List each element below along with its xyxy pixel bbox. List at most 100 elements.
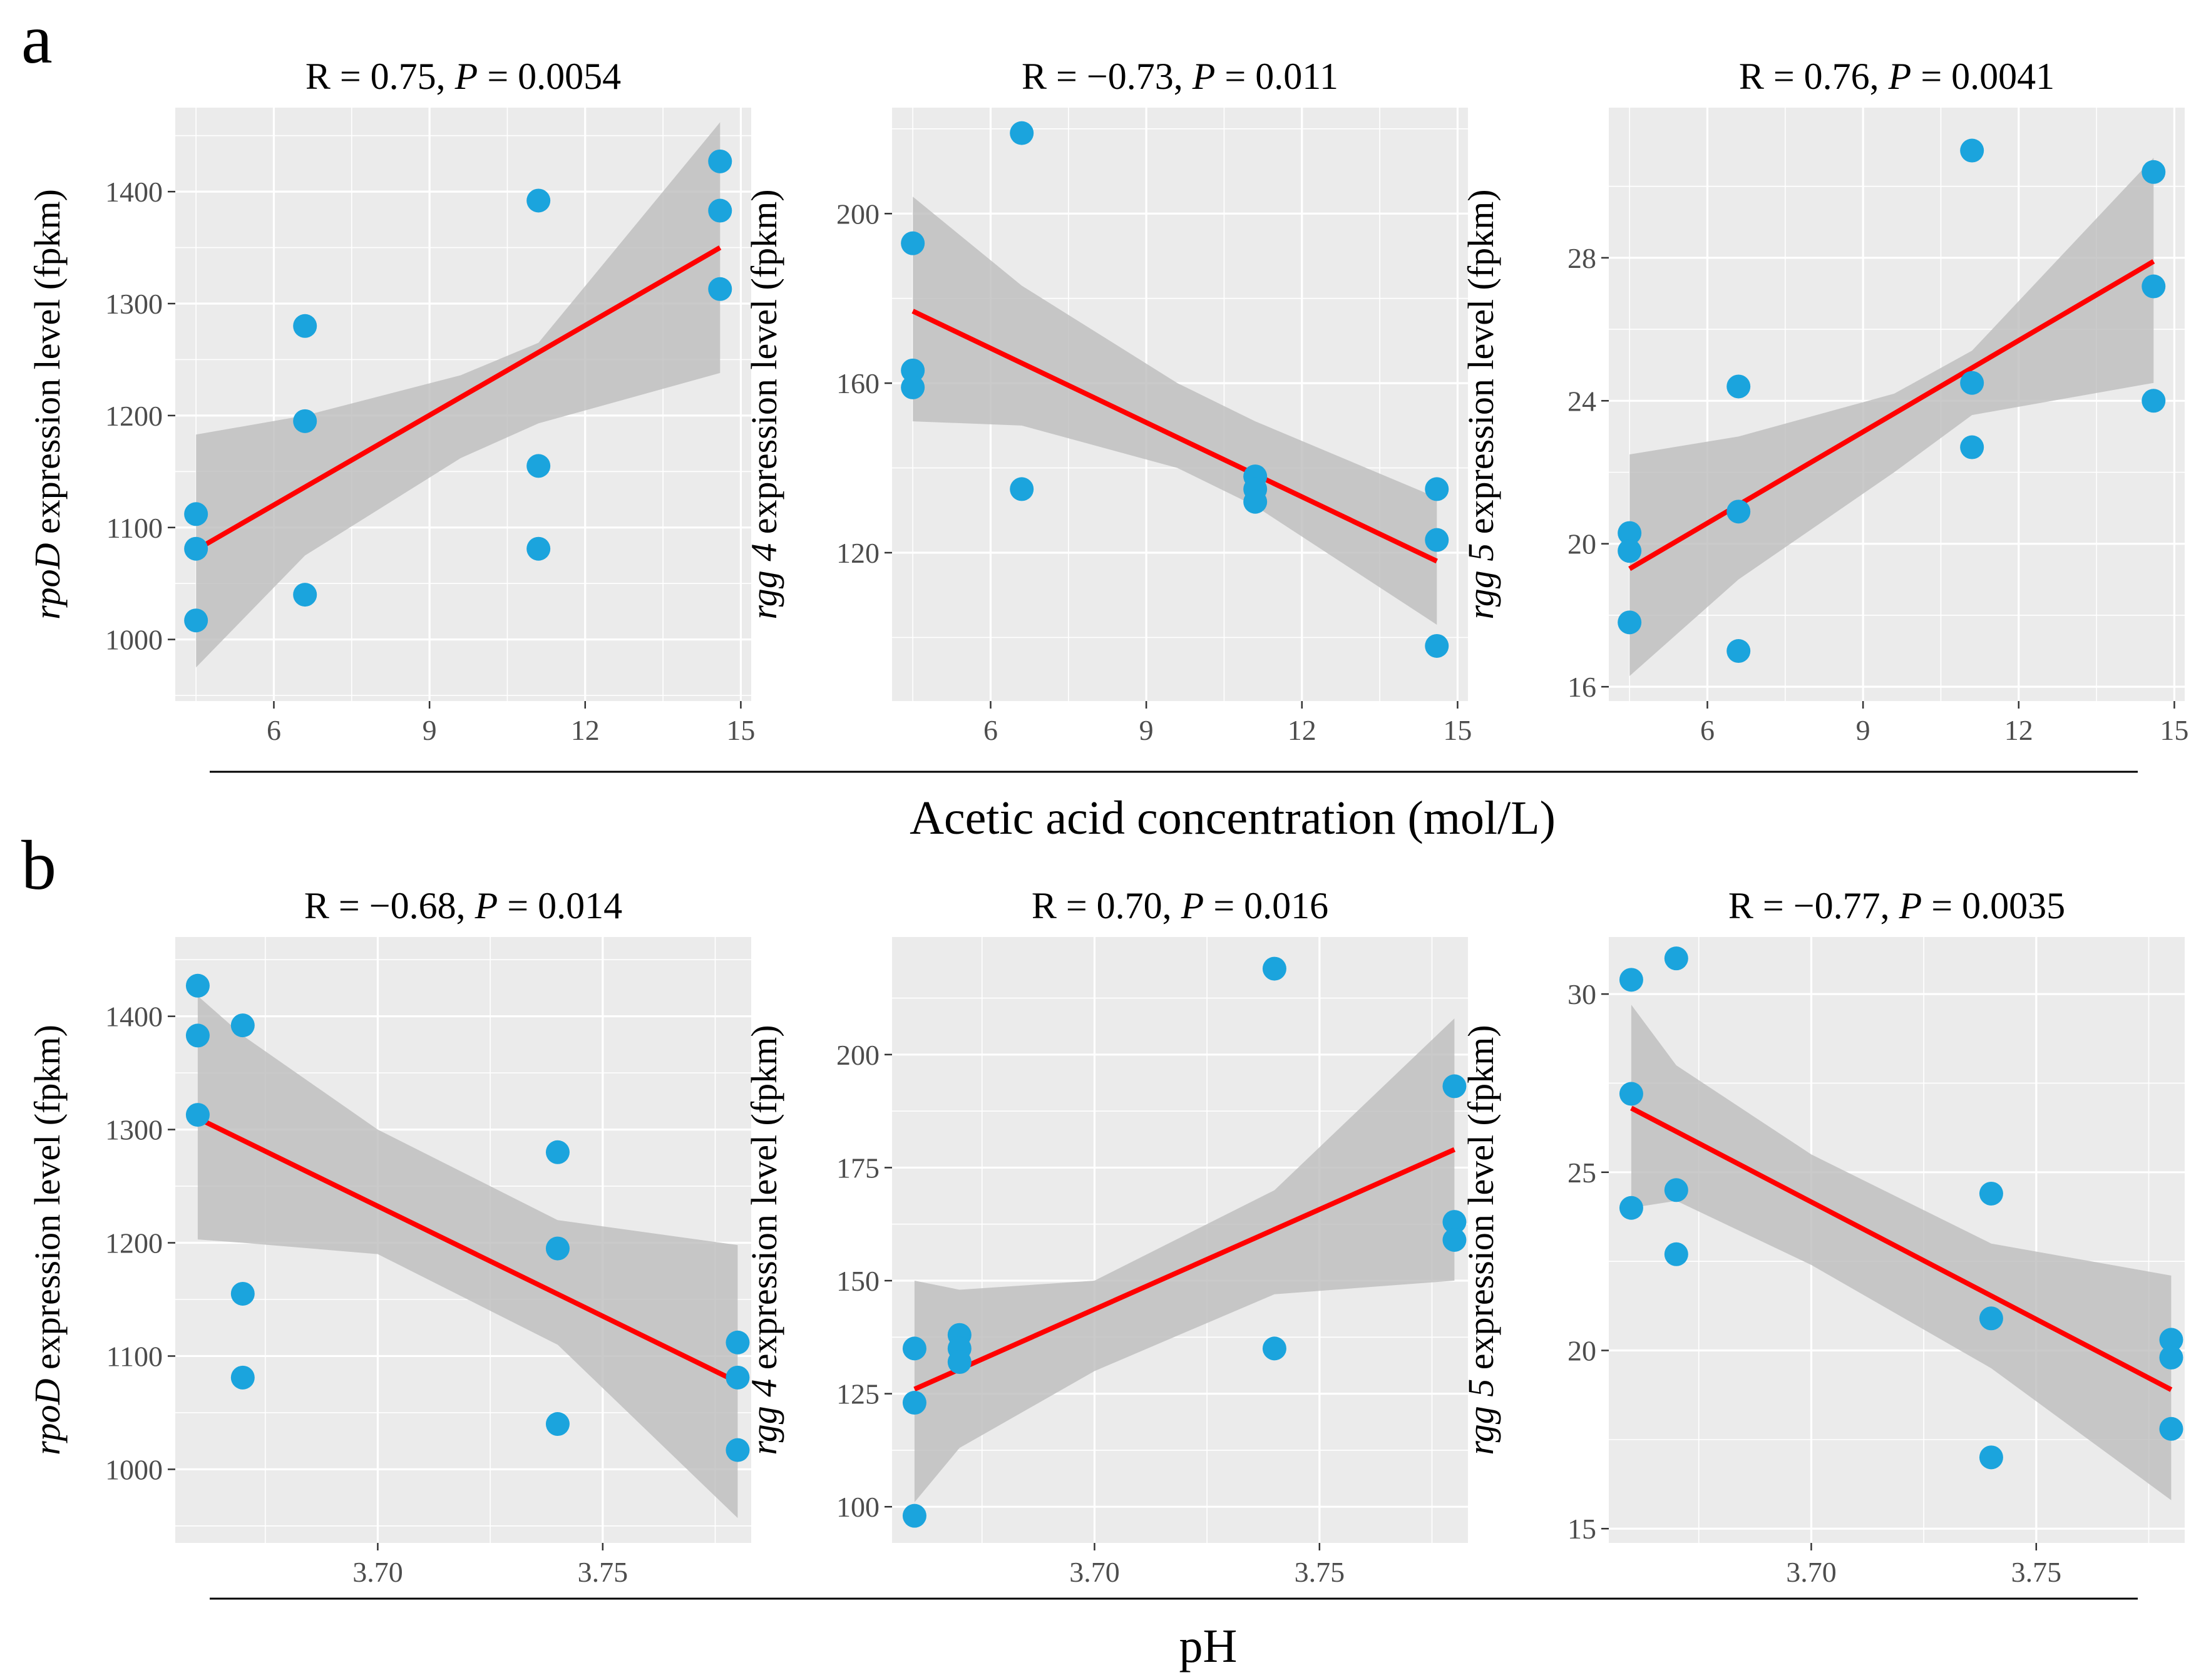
data-point bbox=[545, 1412, 570, 1437]
y-tick-label: 200 bbox=[836, 198, 880, 230]
y-tick-label: 28 bbox=[1567, 242, 1596, 274]
chart-panel-5: 3.70 3.75 100 125 150 175 200 R = 0.70, P = 0.0… bbox=[744, 885, 1468, 1588]
x-tick-label: 3.75 bbox=[578, 1556, 628, 1588]
y-axis-label-rest: expression level (fpkm) bbox=[27, 189, 68, 543]
data-point bbox=[1262, 1336, 1286, 1361]
y-tick-label: 1000 bbox=[105, 624, 163, 656]
regression-line bbox=[1630, 1105, 2173, 1392]
data-point bbox=[1979, 1181, 2003, 1206]
y-axis-label-rest: expression level (fpkm) bbox=[1460, 189, 1501, 543]
x-tick-label: 3.75 bbox=[2011, 1556, 2062, 1588]
data-point bbox=[230, 1281, 255, 1306]
chart-panel-6: 3.70 3.75 15 20 25 30 R = −0.77, P = 0.0035 rgg… bbox=[1460, 885, 2185, 1588]
x-tick-label: 12 bbox=[1288, 714, 1316, 746]
chart-panel-1: 6 9 12 15 1000 1100 1200 1300 1400 R = 0.75, P = … bbox=[27, 56, 755, 746]
title-p-symbol: P bbox=[475, 885, 498, 926]
data-point bbox=[708, 198, 732, 223]
confidence-band bbox=[1631, 1005, 2172, 1500]
data-point bbox=[1664, 946, 1688, 971]
data-point bbox=[1664, 1178, 1688, 1202]
x-tick-label: 9 bbox=[423, 714, 437, 746]
y-axis-gene-name: rpoD bbox=[27, 543, 68, 620]
x-tick-label: 12 bbox=[2004, 714, 2033, 746]
data-point bbox=[526, 536, 551, 561]
data-point bbox=[1979, 1306, 2003, 1331]
data-point bbox=[902, 1391, 926, 1415]
data-point bbox=[185, 1103, 210, 1127]
data-point bbox=[1960, 138, 1984, 163]
regression-line bbox=[911, 309, 1438, 564]
row-a-xlabel: Acetic acid concentration (mol/L) bbox=[910, 792, 1556, 844]
x-tick-label: 12 bbox=[571, 714, 600, 746]
data-point bbox=[2159, 1328, 2183, 1352]
data-point bbox=[1010, 477, 1034, 501]
data-point bbox=[526, 454, 551, 478]
y-axis-label: rgg 4 expression level (fpkm) bbox=[744, 1025, 784, 1455]
data-point bbox=[1262, 956, 1286, 981]
data-point bbox=[230, 1013, 255, 1038]
data-point bbox=[1425, 477, 1449, 501]
y-tick-label: 1400 bbox=[105, 1001, 163, 1033]
panel-title: R = 0.76, P = 0.0041 bbox=[1739, 56, 2055, 97]
y-tick-label: 175 bbox=[836, 1152, 880, 1184]
data-point bbox=[902, 1336, 926, 1361]
y-tick-label: 1300 bbox=[105, 1114, 163, 1146]
y-tick-label: 1100 bbox=[106, 1340, 163, 1372]
data-point bbox=[1618, 521, 1642, 545]
panel-title: R = 0.75, P = 0.0054 bbox=[305, 56, 621, 97]
y-axis-label-rest: expression level (fpkm) bbox=[744, 189, 784, 543]
title-p-value: = 0.0041 bbox=[1911, 56, 2055, 97]
regression-line bbox=[913, 1147, 1456, 1392]
panel-letter-a: a bbox=[21, 1, 53, 78]
data-point bbox=[947, 1350, 972, 1375]
title-p-symbol: P bbox=[1888, 56, 1912, 97]
data-point bbox=[545, 1236, 570, 1261]
y-axis-label: rpoD expression level (fpkm) bbox=[27, 1025, 68, 1455]
data-point bbox=[293, 583, 317, 607]
confidence-band bbox=[914, 1018, 1455, 1502]
y-tick-label: 150 bbox=[836, 1265, 880, 1297]
data-point bbox=[2159, 1416, 2183, 1441]
regression-line bbox=[195, 245, 722, 552]
y-tick-label: 20 bbox=[1567, 1335, 1596, 1367]
x-tick-label: 6 bbox=[983, 714, 998, 746]
panel-title: R = 0.70, P = 0.016 bbox=[1032, 885, 1328, 926]
y-tick-label: 20 bbox=[1567, 528, 1596, 560]
chart-panel-2: 6 9 12 15 120 160 200 R = −0.73, P = 0.011 rgg 4… bbox=[744, 56, 1472, 746]
chart-panels: 6 9 12 15 1000 1100 1200 1300 1400 R = 0.75, P = … bbox=[27, 56, 2188, 1588]
title-p-value: = 0.0035 bbox=[1922, 885, 2065, 926]
data-point bbox=[1726, 499, 1751, 524]
y-tick-label: 24 bbox=[1567, 385, 1596, 417]
panel-title: R = −0.77, P = 0.0035 bbox=[1728, 885, 2065, 926]
data-point bbox=[2142, 274, 2166, 299]
title-p-value: = 0.0054 bbox=[478, 56, 621, 97]
data-point bbox=[708, 277, 732, 301]
data-point bbox=[1619, 968, 1643, 992]
x-tick-label: 15 bbox=[1443, 714, 1472, 746]
y-tick-label: 1100 bbox=[106, 512, 163, 544]
y-axis-gene-name: rgg 5 bbox=[1460, 1379, 1501, 1455]
title-r-value: R = −0.68, bbox=[304, 885, 475, 926]
confidence-band bbox=[197, 996, 738, 1519]
data-point bbox=[2159, 1345, 2183, 1370]
title-p-symbol: P bbox=[1192, 56, 1216, 97]
title-p-symbol: P bbox=[1899, 885, 1922, 926]
data-point bbox=[1960, 435, 1984, 459]
x-tick-label: 6 bbox=[267, 714, 281, 746]
y-axis-gene-name: rgg 5 bbox=[1460, 543, 1501, 620]
data-point bbox=[901, 375, 925, 399]
x-tick-label: 9 bbox=[1856, 714, 1870, 746]
data-point bbox=[1726, 639, 1751, 663]
x-tick-label: 15 bbox=[2160, 714, 2188, 746]
title-p-value: = 0.014 bbox=[498, 885, 622, 926]
y-axis-gene-name: rgg 4 bbox=[744, 1379, 784, 1455]
y-tick-label: 16 bbox=[1567, 671, 1596, 703]
data-point bbox=[185, 1023, 210, 1048]
data-point bbox=[902, 1503, 926, 1528]
title-p-symbol: P bbox=[1181, 885, 1204, 926]
data-point bbox=[1442, 1210, 1467, 1234]
title-r-value: R = 0.76, bbox=[1739, 56, 1889, 97]
y-tick-label: 120 bbox=[836, 537, 880, 569]
y-axis-label: rgg 5 expression level (fpkm) bbox=[1460, 189, 1501, 619]
